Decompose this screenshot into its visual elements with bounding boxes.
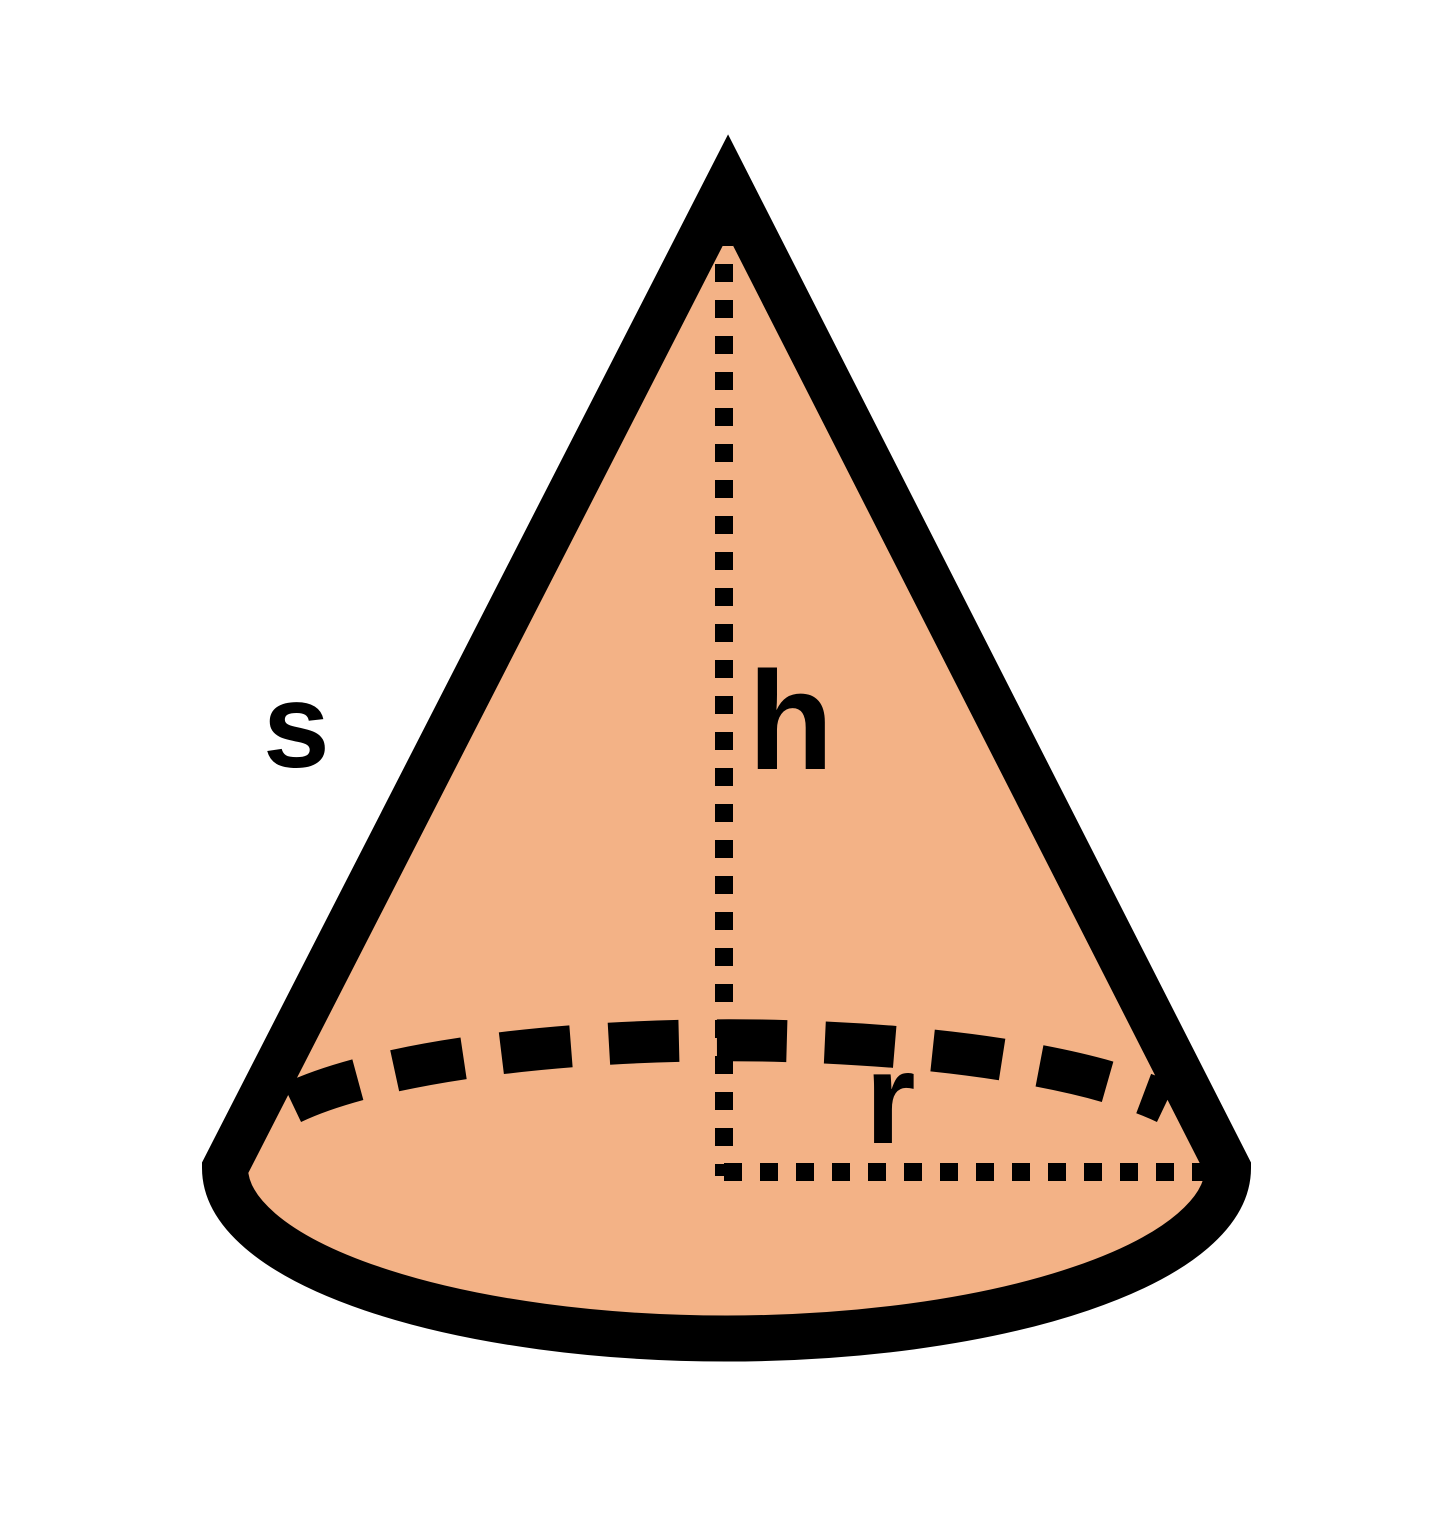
base-hidden-edge [282,1019,1176,1122]
radius-label: r [865,1025,916,1171]
slant-height-label: s [263,659,330,793]
cone-outline [201,134,1252,1362]
height-label: h [748,642,834,799]
